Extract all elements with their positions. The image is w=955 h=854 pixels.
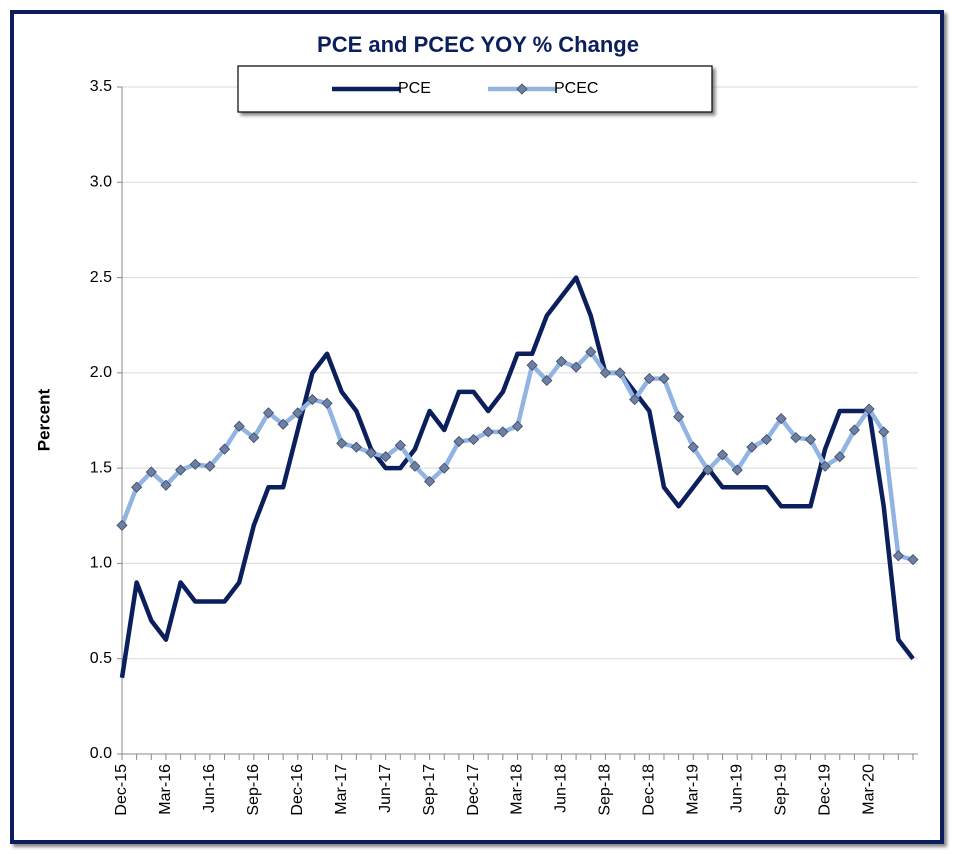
marker xyxy=(878,426,890,438)
marker xyxy=(248,432,260,444)
legend-box xyxy=(237,65,713,113)
marker xyxy=(526,359,538,371)
marker xyxy=(629,393,641,406)
marker xyxy=(438,462,450,474)
y-axis-label: Percent xyxy=(34,388,53,451)
marker xyxy=(467,433,480,446)
marker xyxy=(204,460,216,472)
marker xyxy=(409,460,421,472)
marker xyxy=(482,426,494,438)
marker xyxy=(585,346,597,358)
marker xyxy=(424,475,436,488)
marker xyxy=(819,460,831,472)
x-tick-label: Mar-17 xyxy=(333,764,350,815)
marker xyxy=(804,433,817,446)
marker xyxy=(145,466,157,478)
marker xyxy=(790,432,802,444)
marker xyxy=(497,426,509,438)
x-tick-label: Sep-18 xyxy=(597,764,614,816)
marker xyxy=(599,367,611,379)
y-tick-label: 1.0 xyxy=(90,555,112,572)
marker xyxy=(687,441,699,453)
y-tick-label: 2.0 xyxy=(90,364,112,381)
marker xyxy=(277,418,289,430)
marker xyxy=(907,554,919,566)
x-tick-label: Dec-16 xyxy=(289,764,306,816)
marker xyxy=(731,464,743,476)
x-tick-label: Dec-19 xyxy=(816,764,833,816)
marker xyxy=(350,441,362,453)
x-tick-label: Jun-18 xyxy=(553,764,570,813)
marker xyxy=(555,355,568,367)
marker xyxy=(380,451,392,463)
x-tick-label: Sep-16 xyxy=(245,764,262,816)
x-tick-label: Mar-16 xyxy=(157,764,174,815)
marker xyxy=(131,481,143,493)
marker xyxy=(775,413,787,425)
marker xyxy=(643,373,655,385)
x-tick-label: Dec-18 xyxy=(641,764,658,816)
marker xyxy=(863,403,875,415)
y-tick-label: 2.5 xyxy=(90,269,112,286)
y-tick-label: 0.0 xyxy=(90,745,112,762)
x-tick-label: Dec-17 xyxy=(465,764,482,816)
x-tick-label: Mar-18 xyxy=(509,764,526,815)
x-tick-label: Sep-19 xyxy=(772,764,789,816)
x-tick-label: Mar-20 xyxy=(860,764,877,815)
marker xyxy=(292,407,304,419)
marker xyxy=(365,447,377,459)
marker xyxy=(321,397,333,409)
marker xyxy=(541,374,553,387)
marker xyxy=(673,411,685,423)
x-tick-label: Mar-19 xyxy=(684,764,701,815)
marker xyxy=(746,441,758,453)
frame xyxy=(10,10,944,844)
y-tick-label: 0.5 xyxy=(90,650,112,667)
marker xyxy=(336,437,348,449)
y-tick-label: 1.5 xyxy=(90,459,112,476)
marker xyxy=(160,479,172,491)
marker xyxy=(702,464,714,476)
x-tick-label: Sep-17 xyxy=(421,764,438,816)
marker xyxy=(306,393,318,406)
marker xyxy=(394,439,406,451)
marker xyxy=(262,407,275,419)
plot xyxy=(116,275,919,679)
x-tick-label: Jun-17 xyxy=(377,764,394,813)
marker xyxy=(511,420,524,432)
legend: PCE PCEC xyxy=(237,65,713,113)
chart-title: PCE and PCEC YOY % Change xyxy=(317,32,639,57)
legend-marker xyxy=(516,83,528,95)
marker xyxy=(614,367,626,379)
marker xyxy=(570,361,582,373)
legend-label: PCE xyxy=(398,80,431,97)
marker xyxy=(233,420,245,432)
y-tick-label: 3.5 xyxy=(90,78,112,95)
marker xyxy=(116,519,128,531)
marker xyxy=(834,451,846,463)
legend-label: PCEC xyxy=(554,80,598,97)
marker xyxy=(658,373,670,385)
grid: 0.0 0.5 1.0 1.5 2.0 2.5 3.0 3.5 Dec-15 Mar-16 Jun-… xyxy=(90,78,918,816)
marker xyxy=(218,443,231,455)
marker xyxy=(848,424,860,436)
x-tick-label: Jun-19 xyxy=(728,764,745,813)
x-tick-label: Jun-16 xyxy=(201,764,218,813)
marker xyxy=(175,464,187,476)
marker xyxy=(760,433,773,446)
y-tick-label: 3.0 xyxy=(90,174,112,191)
line xyxy=(119,275,915,679)
x-tick-label: Dec-15 xyxy=(113,764,130,816)
marker xyxy=(453,435,465,448)
marker xyxy=(189,458,201,470)
marker xyxy=(892,550,904,562)
marker xyxy=(717,449,729,461)
